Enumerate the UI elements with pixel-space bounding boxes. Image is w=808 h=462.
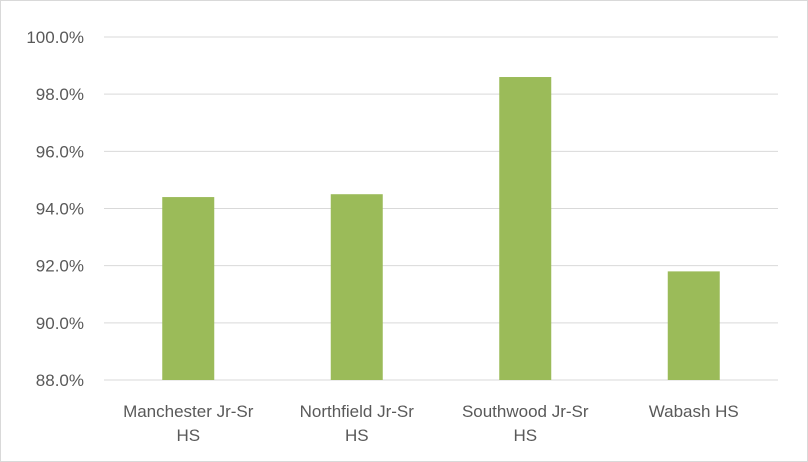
bar <box>499 77 552 381</box>
bars <box>162 77 720 381</box>
y-tick-label: 90.0% <box>36 314 84 333</box>
x-category-label: Wabash HS <box>649 402 739 421</box>
bar <box>162 197 215 380</box>
x-category-label: HS <box>345 426 369 445</box>
x-axis-category-labels: Manchester Jr-Sr HS Northfield Jr-Sr HS Sout… <box>123 402 739 445</box>
x-category-label: HS <box>513 426 537 445</box>
y-tick-label: 100.0% <box>26 28 84 47</box>
y-tick-label: 98.0% <box>36 85 84 104</box>
x-category-label: Northfield Jr-Sr <box>300 402 415 421</box>
x-category-label: Manchester Jr-Sr <box>123 402 254 421</box>
y-tick-label: 96.0% <box>36 142 84 161</box>
y-tick-label: 92.0% <box>36 257 84 276</box>
gridlines <box>104 36 778 381</box>
y-axis-tick-labels: 88.0% 90.0% 92.0% 94.0% 96.0% 98.0% 100.0% <box>26 28 84 390</box>
bar <box>667 271 720 380</box>
y-tick-label: 94.0% <box>36 200 84 219</box>
y-tick-label: 88.0% <box>36 371 84 390</box>
bar <box>330 194 383 380</box>
x-category-label: Southwood Jr-Sr <box>462 402 589 421</box>
x-category-label: HS <box>176 426 200 445</box>
